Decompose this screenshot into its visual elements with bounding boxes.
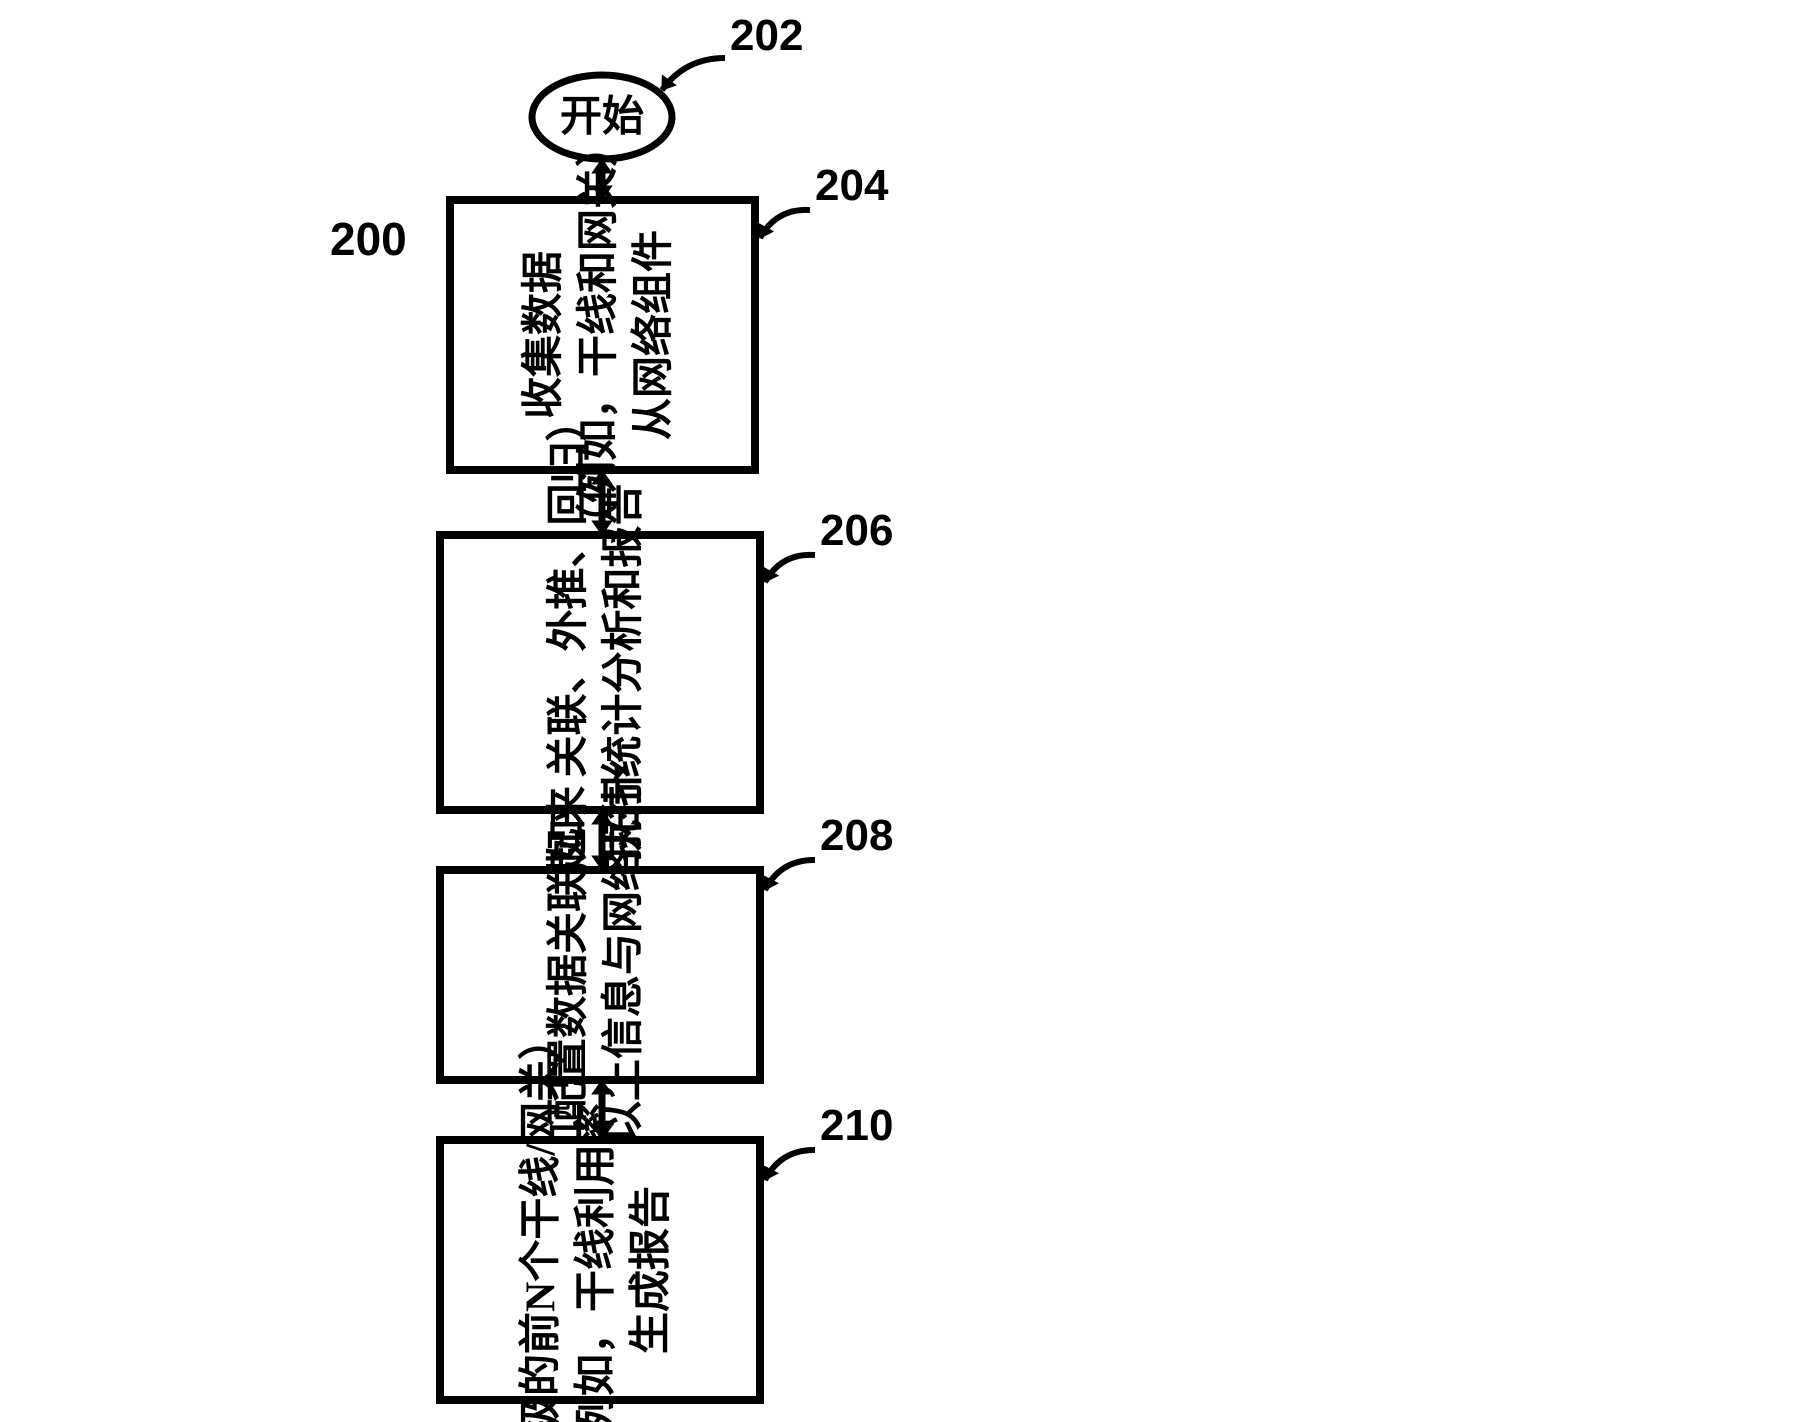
box206 <box>440 535 760 810</box>
box208 <box>440 870 760 1080</box>
ref-label-204: 204 <box>815 161 889 210</box>
ref-label-208: 208 <box>820 811 893 860</box>
box210-line-1: （例如，干线利用率， <box>573 1060 620 1422</box>
box210-line-2: 要升级的前N个干线/网关） <box>518 1018 565 1422</box>
flowchart-canvas: 200开始202从网络组件（例如，干线和网关）收集数据204执行统计分析和报告（… <box>0 0 1820 1422</box>
ref-label-210: 210 <box>820 1101 893 1150</box>
box210-line-0: 生成报告 <box>628 1186 675 1354</box>
box204-line-2: 收集数据 <box>520 251 567 419</box>
figure-number-label: 200 <box>330 213 407 265</box>
ref-label-206: 206 <box>820 506 893 555</box>
ref-label-202: 202 <box>730 11 803 60</box>
box204-line-0: 从网络组件 <box>629 230 677 440</box>
